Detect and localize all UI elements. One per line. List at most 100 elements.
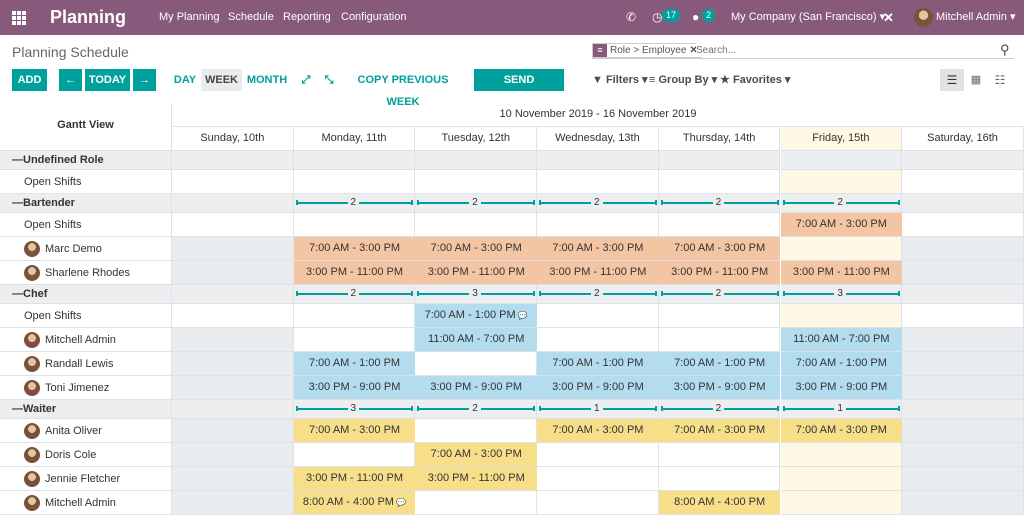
shift-pill[interactable]: 3:00 PM - 11:00 PM — [293, 261, 416, 284]
group-row-header[interactable]: — Bartender — [0, 194, 172, 213]
shift-pill[interactable]: 7:00 AM - 3:00 PM — [537, 237, 659, 260]
scale-month[interactable]: MONTH — [246, 74, 288, 86]
gantt-cell[interactable] — [658, 443, 781, 467]
send-schedule-button[interactable]: SEND SCHEDULE — [474, 69, 564, 108]
company-switcher[interactable]: My Company (San Francisco) ▾ — [731, 0, 885, 35]
menu-schedule[interactable]: Schedule — [228, 11, 274, 23]
shift-pill[interactable]: 3:00 PM - 11:00 PM — [780, 261, 903, 284]
shift-pill[interactable]: 7:00 AM - 3:00 PM — [293, 419, 416, 442]
gantt-cell[interactable] — [172, 261, 294, 285]
shift-pill[interactable]: 7:00 AM - 3:00 PM — [780, 213, 903, 236]
shift-pill[interactable]: 7:00 AM - 1:00 PM — [780, 352, 903, 375]
search-input[interactable] — [696, 43, 986, 57]
shift-pill[interactable]: 3:00 PM - 11:00 PM — [658, 261, 781, 284]
gantt-cell[interactable] — [172, 376, 294, 400]
group-row-header[interactable]: — Chef — [0, 285, 172, 304]
shift-pill[interactable]: 11:00 AM - 7:00 PM — [780, 328, 903, 351]
gantt-cell[interactable] — [902, 304, 1024, 328]
gantt-cell[interactable] — [658, 304, 781, 328]
shift-pill[interactable]: 3:00 PM - 11:00 PM — [293, 467, 416, 490]
gantt-cell[interactable] — [780, 237, 903, 261]
gantt-cell[interactable] — [172, 170, 294, 194]
wrench-icon[interactable]: ✕ — [883, 10, 894, 25]
menu-configuration[interactable]: Configuration — [341, 11, 407, 23]
gantt-cell[interactable] — [780, 491, 903, 515]
gantt-cell[interactable] — [658, 467, 781, 491]
gantt-cell[interactable] — [537, 213, 659, 237]
gantt-cell[interactable] — [902, 419, 1024, 443]
phone-icon[interactable]: ✆ — [626, 10, 637, 24]
gantt-cell[interactable] — [537, 328, 659, 352]
shift-pill[interactable]: 7:00 AM - 1:00 PM — [658, 352, 781, 375]
gantt-cell[interactable] — [415, 352, 538, 376]
gantt-cell[interactable] — [780, 304, 903, 328]
gantt-cell[interactable] — [172, 304, 294, 328]
next-button[interactable]: → — [133, 69, 156, 91]
menu-my-planning[interactable]: My Planning — [159, 11, 220, 23]
chat-icon[interactable]: ● — [692, 10, 700, 24]
today-button[interactable]: TODAY — [85, 69, 130, 91]
scale-week[interactable]: WEEK — [201, 69, 242, 91]
collapse-group-icon[interactable]: — — [12, 288, 23, 300]
collapse-group-icon[interactable]: — — [12, 154, 23, 166]
gantt-cell[interactable] — [902, 237, 1024, 261]
shift-pill[interactable]: 8:00 AM - 4:00 PM 💬 — [293, 491, 416, 514]
shift-pill[interactable]: 7:00 AM - 3:00 PM — [780, 419, 903, 442]
clock-icon[interactable]: ◷ — [652, 10, 663, 24]
gantt-cell[interactable] — [172, 328, 294, 352]
gantt-cell[interactable] — [537, 170, 659, 194]
shift-pill[interactable]: 7:00 AM - 1:00 PM — [293, 352, 416, 375]
gantt-cell[interactable] — [902, 213, 1024, 237]
gantt-cell[interactable] — [172, 213, 294, 237]
gantt-cell[interactable] — [293, 443, 416, 467]
calendar-view-icon[interactable]: ▦ — [970, 74, 982, 86]
shift-pill[interactable]: 7:00 AM - 3:00 PM — [658, 237, 781, 260]
gantt-cell[interactable] — [172, 491, 294, 515]
gantt-cell[interactable] — [902, 352, 1024, 376]
gantt-cell[interactable] — [293, 304, 416, 328]
gantt-cell[interactable] — [902, 170, 1024, 194]
add-button[interactable]: ADD — [12, 69, 47, 91]
gantt-cell[interactable] — [658, 328, 781, 352]
filters-menu[interactable]: ▼ Filters ▾ — [592, 69, 648, 91]
gantt-cell[interactable] — [537, 491, 659, 515]
gantt-cell[interactable] — [537, 467, 659, 491]
gantt-cell[interactable] — [172, 443, 294, 467]
user-menu[interactable]: Mitchell Admin ▾ — [936, 0, 1016, 35]
group-by-menu[interactable]: ≡ Group By ▾ — [649, 69, 717, 91]
gantt-cell[interactable] — [902, 467, 1024, 491]
remove-facet-icon[interactable]: ✕ — [689, 45, 698, 56]
shift-pill[interactable]: 3:00 PM - 9:00 PM — [537, 376, 659, 399]
collapse-icon[interactable]: ⤡ — [324, 74, 334, 86]
favorites-menu[interactable]: ★ Favorites ▾ — [720, 69, 790, 91]
shift-pill[interactable]: 3:00 PM - 11:00 PM — [537, 261, 659, 284]
search-icon[interactable]: ⚲ — [1000, 42, 1010, 57]
gantt-cell[interactable] — [902, 443, 1024, 467]
apps-menu-icon[interactable] — [12, 11, 26, 25]
gantt-cell[interactable] — [415, 170, 538, 194]
menu-reporting[interactable]: Reporting — [283, 11, 331, 23]
copy-previous-week-button[interactable]: COPY PREVIOUS WEEK — [357, 74, 449, 108]
shift-pill[interactable]: 3:00 PM - 9:00 PM — [780, 376, 903, 399]
shift-pill[interactable]: 7:00 AM - 1:00 PM — [537, 352, 659, 375]
gantt-cell[interactable] — [415, 491, 538, 515]
group-row-header[interactable]: — Waiter — [0, 400, 172, 419]
gantt-view-icon[interactable]: ☰ — [940, 69, 964, 91]
gantt-cell[interactable] — [293, 213, 416, 237]
shift-pill[interactable]: 3:00 PM - 9:00 PM — [293, 376, 416, 399]
shift-pill[interactable]: 7:00 AM - 3:00 PM — [658, 419, 781, 442]
gantt-cell[interactable] — [902, 328, 1024, 352]
gantt-cell[interactable] — [658, 213, 781, 237]
gantt-cell[interactable] — [902, 491, 1024, 515]
gantt-cell[interactable] — [293, 328, 416, 352]
gantt-cell[interactable] — [537, 443, 659, 467]
shift-pill[interactable]: 7:00 AM - 3:00 PM — [537, 419, 659, 442]
gantt-cell[interactable] — [172, 467, 294, 491]
shift-pill[interactable]: 7:00 AM - 1:00 PM 💬 — [415, 304, 538, 327]
gantt-cell[interactable] — [780, 170, 903, 194]
gantt-cell[interactable] — [172, 419, 294, 443]
gantt-cell[interactable] — [172, 237, 294, 261]
collapse-group-icon[interactable]: — — [12, 197, 23, 209]
gantt-cell[interactable] — [415, 213, 538, 237]
gantt-cell[interactable] — [172, 352, 294, 376]
